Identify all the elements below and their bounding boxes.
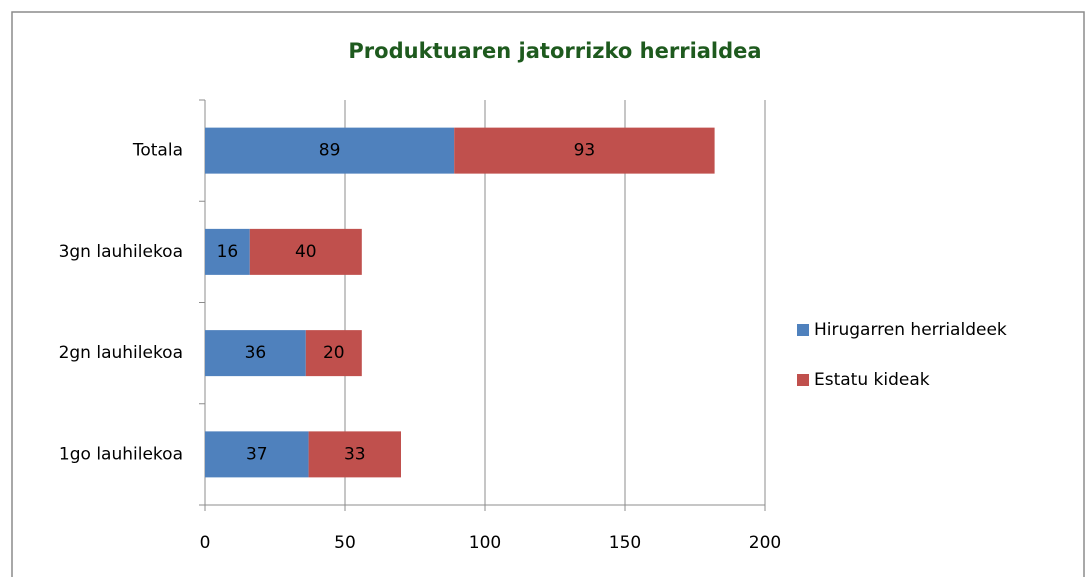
- data-label: 36: [245, 343, 267, 363]
- y-tick-label: 2gn lauhilekoa: [59, 343, 183, 363]
- data-label: 93: [574, 141, 596, 161]
- data-label: 40: [295, 242, 317, 262]
- legend-swatch: [797, 374, 809, 386]
- y-tick-label: 1go lauhilekoa: [59, 444, 183, 464]
- bar: [205, 330, 306, 377]
- x-tick-label: 0: [200, 533, 211, 553]
- bar: [205, 228, 250, 275]
- chart-title: Produktuaren jatorrizko herrialdea: [348, 39, 761, 63]
- y-tick-label: Totala: [132, 141, 183, 161]
- x-tick-label: 200: [749, 533, 781, 553]
- data-label: 20: [323, 343, 345, 363]
- chart-frame: [11, 11, 1085, 577]
- x-tick-label: 100: [469, 533, 501, 553]
- bar: [205, 127, 455, 174]
- data-label: 33: [344, 444, 366, 464]
- data-label: 16: [217, 242, 239, 262]
- data-label: 37: [246, 444, 268, 464]
- bar: [308, 431, 401, 478]
- data-label: 89: [319, 141, 341, 161]
- legend-swatch: [797, 324, 809, 336]
- bar: [454, 127, 715, 174]
- bar: [205, 431, 309, 478]
- legend-label: Estatu kideak: [814, 370, 930, 390]
- x-tick-label: 50: [334, 533, 356, 553]
- legend-label: Hirugarren herrialdeek: [814, 320, 1007, 340]
- bar: [249, 228, 362, 275]
- x-tick-label: 150: [609, 533, 641, 553]
- bar: [305, 330, 362, 377]
- y-tick-label: 3gn lauhilekoa: [59, 242, 183, 262]
